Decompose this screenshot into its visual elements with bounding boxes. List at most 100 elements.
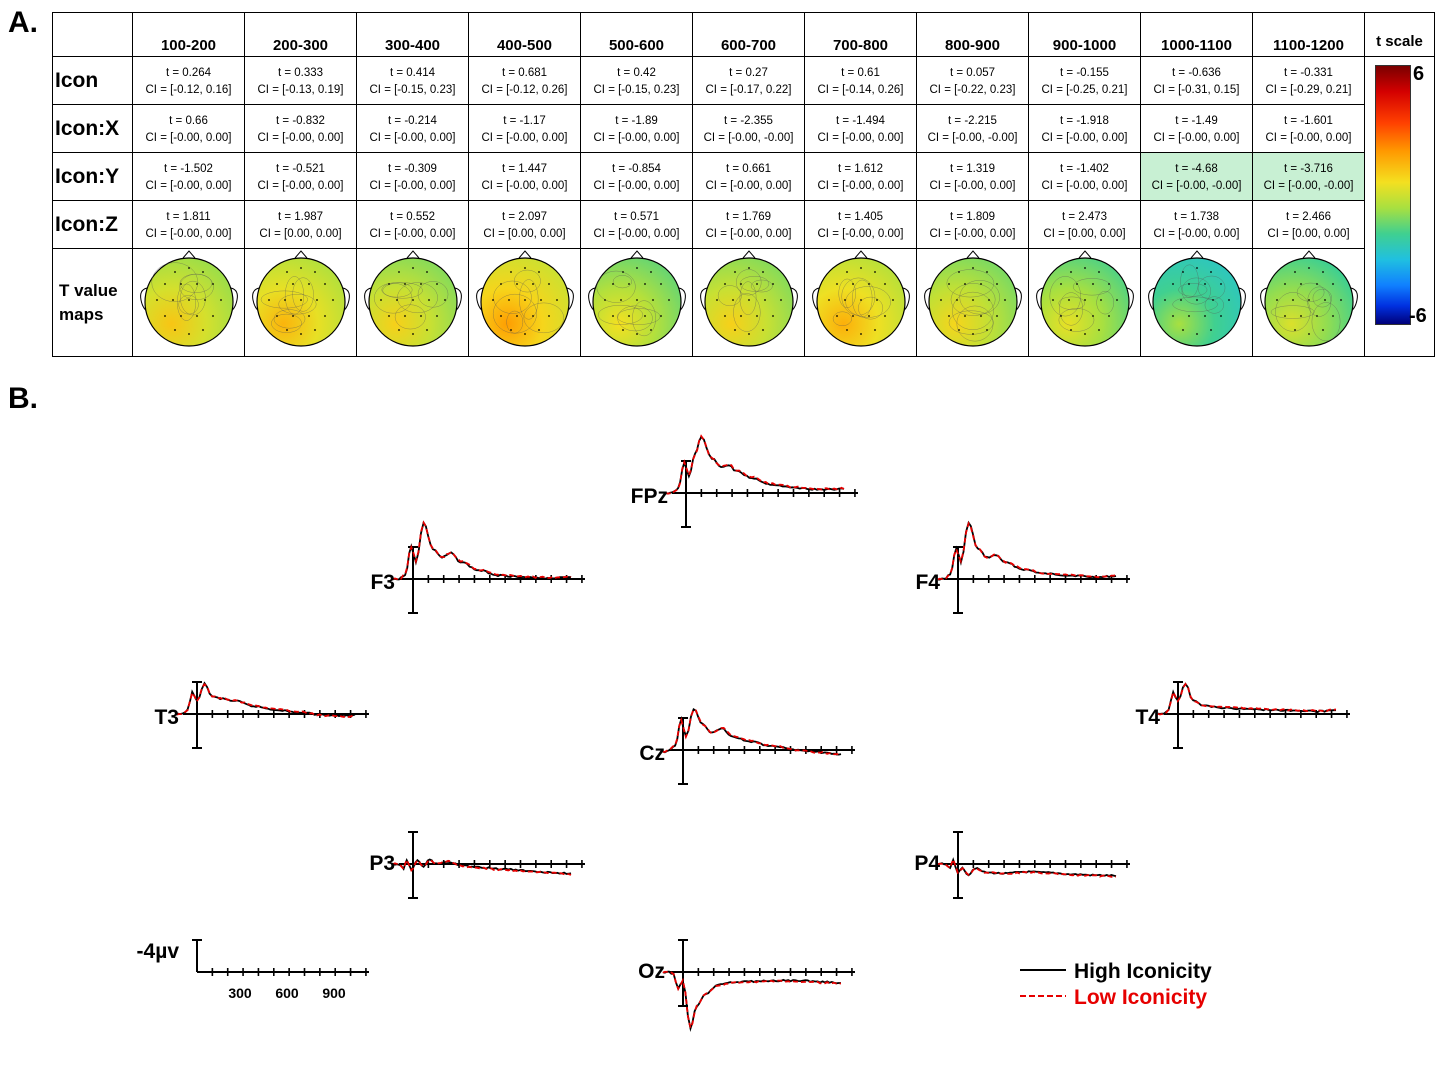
electrode-dot <box>499 283 502 285</box>
electrode-dot <box>435 283 438 285</box>
contour-line <box>958 280 1000 315</box>
electrode-dot <box>755 283 758 285</box>
low-iconicity-line <box>937 856 1117 878</box>
head-outline <box>479 257 570 347</box>
electrode-dot <box>643 315 646 317</box>
t-value: t = -0.214 <box>388 114 437 127</box>
topomap-cell <box>1252 248 1365 357</box>
electrode-dot <box>1171 283 1174 285</box>
electrode-dot <box>187 299 190 301</box>
electrode-dot <box>537 329 540 331</box>
ci-value: CI = [-0.00, 0.00] <box>145 179 232 192</box>
ci-value: CI = [-0.00, 0.00] <box>369 131 456 144</box>
erp-plot-oz: Oz <box>638 939 855 1033</box>
time-window-header: 200-300 <box>244 12 357 57</box>
electrode-label: P3 <box>369 852 395 875</box>
ci-value: CI = [-0.17, 0.22] <box>705 83 792 96</box>
electrode-dot <box>523 267 526 269</box>
contour-line <box>732 293 760 332</box>
erp-plot-f3: F3 <box>370 520 585 614</box>
scalp-topomap <box>1035 250 1134 347</box>
electrode-dot <box>667 299 670 301</box>
contour-line <box>492 280 532 314</box>
nose-outline <box>518 250 531 259</box>
t-value: t = 2.097 <box>501 210 548 223</box>
low-iconicity-line <box>176 682 356 718</box>
contour-line <box>832 311 852 326</box>
nose-outline <box>294 250 307 259</box>
t-value: t = 0.552 <box>389 210 436 223</box>
time-window-header: 800-900 <box>916 12 1029 57</box>
contour-line <box>178 273 214 300</box>
stat-cell: t = 1.809 CI = [-0.00, 0.00] <box>916 200 1029 249</box>
electrode-dot <box>211 315 214 317</box>
stat-cell: t = -1.89 CI = [-0.00, 0.00] <box>580 104 693 153</box>
contour-line <box>1095 290 1114 315</box>
low-iconicity-line <box>937 521 1117 581</box>
stat-cell: t = -0.854 CI = [-0.00, 0.00] <box>580 152 693 201</box>
topomap-cell <box>468 248 581 357</box>
electrode-dot <box>1321 329 1324 331</box>
contour-line <box>291 277 314 312</box>
ci-value: CI = [-0.00, 0.00] <box>1041 179 1128 192</box>
t-value: t = 0.42 <box>617 66 656 79</box>
head-outline <box>1151 257 1242 347</box>
electrode-dot <box>771 283 774 285</box>
contour-line <box>1179 264 1199 298</box>
electrode-dot <box>859 299 862 301</box>
t-value: t = 1.738 <box>1173 210 1220 223</box>
electrode-dot <box>715 299 718 301</box>
contour-line <box>948 310 994 335</box>
head-outline <box>255 257 346 347</box>
stat-cell: t = 0.571 CI = [-0.00, 0.00] <box>580 200 693 249</box>
t-value: t = -1.918 <box>1060 114 1109 127</box>
ci-value: CI = [-0.00, -0.00] <box>1151 179 1242 192</box>
electrode-dot <box>299 299 302 301</box>
electrode-dot <box>649 271 652 273</box>
t-value: t = -2.215 <box>948 114 997 127</box>
contour-line <box>946 269 994 298</box>
t-value: t = 1.769 <box>725 210 772 223</box>
electrode-dot <box>1293 271 1296 273</box>
contour-line <box>273 309 305 329</box>
t-value: t = -1.49 <box>1175 114 1218 127</box>
stat-cell: t = 0.61 CI = [-0.14, 0.26] <box>804 56 917 105</box>
table-row: Icon:Z t = 1.811 CI = [-0.00, 0.00] t = 1.9… <box>52 200 1435 249</box>
electrode-dot <box>1187 283 1190 285</box>
electrode-dot <box>313 329 316 331</box>
stat-cell: t = -2.215 CI = [-0.00, -0.00] <box>916 104 1029 153</box>
contour-line <box>739 276 769 292</box>
head-outline <box>367 257 458 347</box>
electrode-dot <box>1219 283 1222 285</box>
electrode-dot <box>1321 271 1324 273</box>
low-iconicity-line <box>1157 682 1337 716</box>
contour-line <box>1204 296 1224 314</box>
stat-cell: t = 2.473 CI = [0.00, 0.00] <box>1028 200 1141 249</box>
topomap-cell <box>580 248 693 357</box>
table-row: Icon:X t = 0.66 CI = [-0.00, 0.00] t = -0.8… <box>52 104 1435 153</box>
erp-plot-cz: Cz <box>639 707 855 785</box>
stat-cell: t = -1.601 CI = [-0.00, 0.00] <box>1252 104 1365 153</box>
scalp-topomap <box>923 250 1022 347</box>
electrode-dot <box>747 299 750 301</box>
electrode-dot <box>739 315 742 317</box>
time-window-header: 400-500 <box>468 12 581 57</box>
ci-value: CI = [-0.00, 0.00] <box>369 179 456 192</box>
electrode-dot <box>883 283 886 285</box>
electrode-dot <box>411 267 414 269</box>
contour-line <box>417 281 448 308</box>
contour-line <box>1177 283 1207 297</box>
electrode-dot <box>649 329 652 331</box>
scalp-topomap <box>811 250 910 347</box>
electrode-dot <box>979 283 982 285</box>
electrode-dot <box>1331 315 1334 317</box>
stat-cell: t = 0.661 CI = [-0.00, 0.00] <box>692 152 805 201</box>
electrode-dot <box>219 299 222 301</box>
high-iconicity-line <box>662 707 842 756</box>
ci-value: CI = [-0.00, 0.00] <box>705 179 792 192</box>
head-outline <box>703 257 794 347</box>
contour-line <box>518 279 538 320</box>
t-value: t = 1.811 <box>166 210 211 223</box>
contour-line <box>717 285 742 306</box>
electrode-dot <box>163 315 166 317</box>
